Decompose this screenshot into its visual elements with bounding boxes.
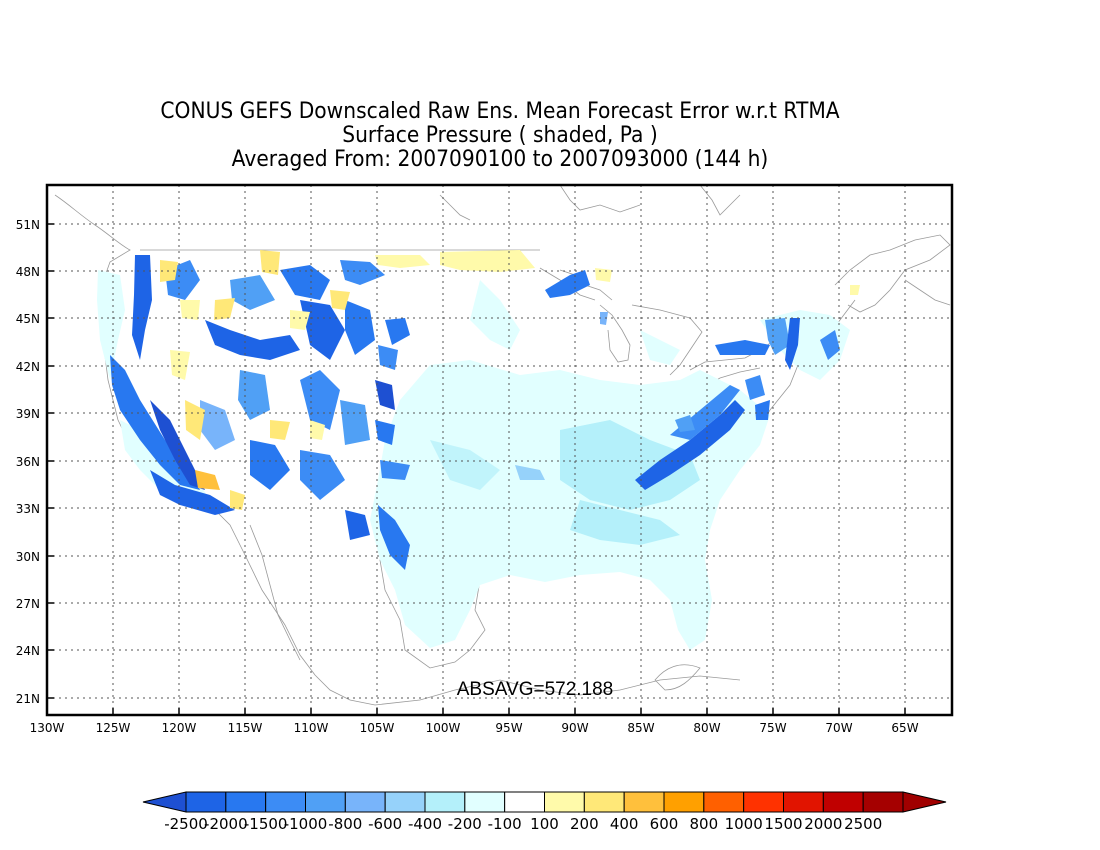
lon-label: 65W: [891, 721, 918, 735]
map-grid: [47, 185, 952, 715]
lon-label: 130W: [30, 721, 65, 735]
colorbar-swatch: [344, 791, 386, 813]
colorbar-swatch: [703, 791, 745, 813]
lon-label: 90W: [561, 721, 588, 735]
lon-label: 85W: [627, 721, 654, 735]
colorbar-swatch: [862, 791, 904, 813]
colorbar-swatch: [663, 791, 705, 813]
colorbar-label: 2000: [804, 815, 842, 833]
lat-label: 51N: [16, 218, 40, 232]
colorbar-label: -2000: [204, 815, 248, 833]
colorbar-swatch: [504, 791, 545, 813]
lon-label: 115W: [228, 721, 263, 735]
colorbar-swatch: [185, 791, 227, 813]
colorbar-swatch: [464, 791, 506, 813]
colorbar-high-arrow: [902, 791, 947, 813]
colorbar-swatch: [783, 791, 824, 813]
colorbar-swatch: [265, 791, 306, 813]
longitude-labels: 130W 125W 120W 115W 110W 105W 100W 95W 9…: [30, 721, 919, 735]
colorbar-label: 1000: [725, 815, 763, 833]
colorbar-label: 600: [650, 815, 679, 833]
map-title: CONUS GEFS Downscaled Raw Ens. Mean Fore…: [0, 100, 1000, 172]
colorbar-label: -600: [368, 815, 402, 833]
colorbar-swatch: [544, 791, 585, 813]
colorbar-label: -100: [488, 815, 522, 833]
lon-label: 105W: [360, 721, 395, 735]
colorbar-low-arrow: [142, 791, 187, 813]
colorbar-swatch: [623, 791, 665, 813]
colorbar-label: 1500: [764, 815, 802, 833]
colorbar-label: -2500: [164, 815, 208, 833]
map-frame: [45, 183, 954, 717]
absavg-annotation: ABSAVG=572.188: [457, 679, 614, 700]
colorbar-swatch: [225, 791, 267, 813]
lat-label: 30N: [16, 550, 40, 564]
lon-label: 75W: [759, 721, 786, 735]
lon-label: 120W: [162, 721, 197, 735]
lat-label: 45N: [16, 312, 40, 326]
lon-label: 70W: [825, 721, 852, 735]
lon-label: 95W: [495, 721, 522, 735]
colorbar-swatch: [822, 791, 864, 813]
title-line-3: Averaged From: 2007090100 to 2007093000 …: [231, 147, 769, 172]
title-line-1: CONUS GEFS Downscaled Raw Ens. Mean Fore…: [160, 99, 840, 124]
lat-label: 21N: [16, 692, 40, 706]
colorbar-swatch: [384, 791, 426, 813]
colorbar-label: -200: [448, 815, 482, 833]
lat-label: 39N: [16, 407, 40, 421]
colorbar-swatch: [743, 791, 785, 813]
lat-label: 42N: [16, 360, 40, 374]
latitude-labels: 51N 48N 45N 42N 39N 36N 33N 30N 27N 24N …: [16, 218, 40, 706]
blue-shading-east: [545, 270, 840, 490]
colorbar-label: -800: [328, 815, 362, 833]
lat-label: 48N: [16, 265, 40, 279]
colorbar: -2500-2000-1500-1000 -800 -600 -400 -200 -100…: [142, 791, 947, 833]
map-area: [54, 185, 951, 706]
lat-label: 24N: [16, 644, 40, 658]
yellow-shading: [160, 250, 860, 510]
lat-label: 27N: [16, 597, 40, 611]
colorbar-label: -1000: [284, 815, 328, 833]
lat-label: 36N: [16, 455, 40, 469]
colorbar-label: 800: [690, 815, 719, 833]
colorbar-label: -1500: [244, 815, 288, 833]
colorbar-swatch: [424, 791, 466, 813]
colorbar-label: 100: [530, 815, 559, 833]
title-line-2: Surface Pressure ( shaded, Pa ): [342, 123, 658, 148]
blue-shading-west: [110, 255, 410, 570]
colorbar-label: -400: [408, 815, 442, 833]
lon-label: 100W: [426, 721, 461, 735]
lon-label: 80W: [693, 721, 720, 735]
lon-label: 125W: [96, 721, 131, 735]
colorbar-label: 200: [570, 815, 599, 833]
lon-label: 110W: [294, 721, 329, 735]
colorbar-swatch: [305, 791, 346, 813]
colorbar-label: 400: [610, 815, 639, 833]
colorbar-swatch: [583, 791, 625, 813]
colorbar-label: 2500: [844, 815, 882, 833]
lat-label: 33N: [16, 502, 40, 516]
axis-ticks: [46, 223, 906, 715]
